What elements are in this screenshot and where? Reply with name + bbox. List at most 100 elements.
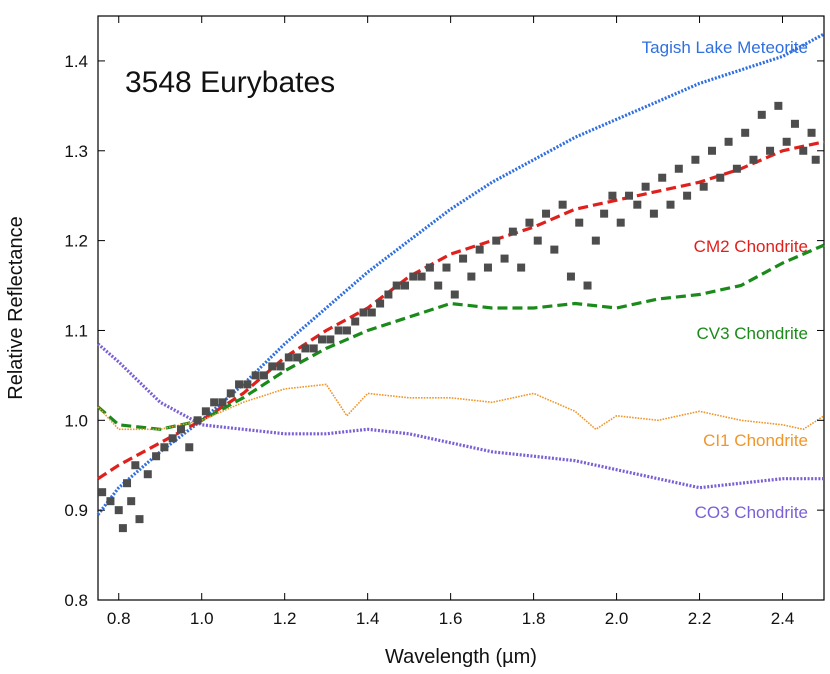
data-point [508, 227, 517, 236]
data-point [251, 371, 260, 380]
data-point [152, 452, 161, 461]
data-point [542, 209, 551, 218]
x-tick-label: 0.8 [107, 609, 131, 628]
data-point [459, 254, 468, 263]
data-point [811, 155, 820, 164]
data-point [790, 119, 799, 128]
data-point [442, 263, 451, 272]
data-point [235, 380, 244, 389]
data-point [625, 191, 634, 200]
data-point [359, 308, 368, 317]
data-point [525, 218, 534, 227]
data-point [591, 236, 600, 245]
data-point [309, 344, 318, 353]
data-point [517, 263, 526, 272]
x-tick-label: 1.8 [522, 609, 546, 628]
eurybates-series [98, 101, 820, 533]
data-point [741, 128, 750, 137]
y-tick-label: 1.2 [64, 232, 88, 251]
data-point [409, 272, 418, 281]
data-point [114, 506, 123, 515]
data-point [666, 200, 675, 209]
data-point [658, 173, 667, 182]
data-point [492, 236, 501, 245]
data-point [475, 245, 484, 254]
data-point [276, 362, 285, 371]
data-point [749, 155, 758, 164]
x-tick-label: 1.6 [439, 609, 463, 628]
cm2-series [97, 140, 825, 481]
data-point [608, 191, 617, 200]
co3-series [96, 342, 824, 490]
data-point [683, 191, 692, 200]
y-tick-label: 1.1 [64, 321, 88, 340]
data-point [467, 272, 476, 281]
y-tick-label: 0.8 [64, 591, 88, 610]
data-point [176, 425, 185, 434]
data-point [118, 524, 127, 533]
data-point [434, 281, 443, 290]
data-point [392, 281, 401, 290]
data-point [351, 317, 360, 326]
data-point [301, 344, 310, 353]
data-point [131, 461, 140, 470]
plot-frame [97, 15, 825, 601]
data-point [674, 164, 683, 173]
data-point [732, 164, 741, 173]
data-point [566, 272, 575, 281]
data-point [782, 137, 791, 146]
x-tick-label: 1.4 [356, 609, 380, 628]
x-tick-label: 2.0 [605, 609, 629, 628]
label-ci1: CI1 Chondrite [703, 431, 808, 450]
data-point [143, 470, 152, 479]
cv3-series [96, 243, 825, 431]
data-point [425, 263, 434, 272]
data-point [600, 209, 609, 218]
data-point [649, 209, 658, 218]
data-point [641, 182, 650, 191]
data-point [558, 200, 567, 209]
y-tick-label: 1.3 [64, 142, 88, 161]
data-point [185, 443, 194, 452]
data-point [724, 137, 733, 146]
series-layer [96, 32, 825, 533]
data-point [616, 218, 625, 227]
data-point [98, 488, 107, 497]
y-tick-label: 1.4 [64, 52, 88, 71]
y-tick-label: 1.0 [64, 411, 88, 430]
data-point [284, 353, 293, 362]
x-tick-label: 2.2 [688, 609, 712, 628]
x-tick-label: 1.0 [190, 609, 214, 628]
data-point [123, 479, 132, 488]
data-point [774, 101, 783, 110]
data-point [168, 434, 177, 443]
data-point [268, 362, 277, 371]
data-point [218, 398, 227, 407]
data-point [633, 200, 642, 209]
data-point [400, 281, 409, 290]
data-point [226, 389, 235, 398]
data-point [384, 290, 393, 299]
data-point [106, 497, 115, 506]
data-point [334, 326, 343, 335]
data-point [201, 407, 210, 416]
data-point [583, 281, 592, 290]
x-axis-title: Wavelength (µm) [385, 646, 537, 668]
data-point [550, 245, 559, 254]
label-cm2: CM2 Chondrite [694, 237, 808, 256]
data-point [160, 443, 169, 452]
data-point [716, 173, 725, 182]
data-point [766, 146, 775, 155]
data-point [417, 272, 426, 281]
series-labels: Tagish Lake Meteorite CM2 Chondrite CV3 Ch… [642, 38, 808, 522]
data-point [500, 254, 509, 263]
data-point [757, 110, 766, 119]
data-point [533, 236, 542, 245]
data-point [707, 146, 716, 155]
x-tick-label: 1.2 [273, 609, 297, 628]
x-axis: 0.8 1.0 1.2 1.4 1.6 1.8 2.0 2.2 2.4 [107, 16, 794, 628]
data-point [293, 353, 302, 362]
data-point [699, 182, 708, 191]
chart-annotation: 3548 Eurybates [125, 66, 335, 99]
